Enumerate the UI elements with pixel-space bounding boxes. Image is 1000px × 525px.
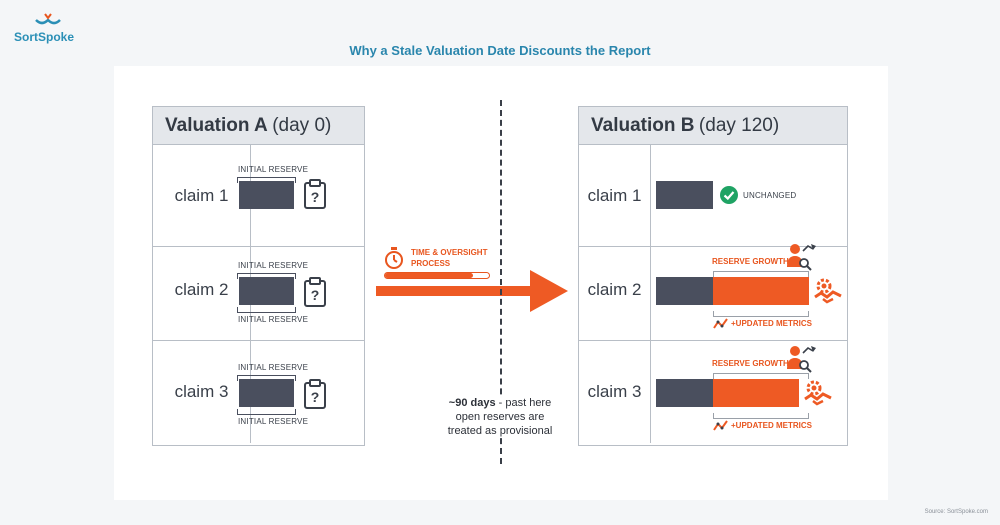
- svg-text:?: ?: [311, 389, 320, 405]
- handshake-gear-icon: [814, 278, 842, 304]
- handshake-gear-icon: [804, 380, 832, 406]
- initial-reserve-label: INITIAL RESERVE: [238, 165, 309, 174]
- valuation-b-subtitle: (day 120): [698, 115, 780, 136]
- claim-label: claim 3: [153, 341, 251, 443]
- checkmark-circle-icon: [720, 186, 738, 204]
- clipboard-question-icon: ?: [304, 179, 326, 209]
- initial-reserve-bar: [239, 181, 294, 209]
- reserve-bracket: [237, 375, 296, 381]
- valuation-b-title: Valuation B: [591, 115, 695, 136]
- clipboard-question-icon: ?: [304, 379, 326, 409]
- transition-arrow: [376, 270, 568, 312]
- valuation-a-title: Valuation A: [165, 115, 268, 136]
- valuation-a-row: claim 1 INITIAL RESERVE ?: [153, 145, 364, 247]
- threshold-note: ~90 days - past here open reserves are t…: [440, 396, 560, 438]
- updated-metrics-label: +UPDATED METRICS: [731, 319, 812, 328]
- person-growth-icon: [787, 244, 816, 271]
- growth-bracket: [713, 373, 809, 379]
- initial-reserve-label: INITIAL RESERVE: [238, 261, 309, 270]
- claim-label: claim 3: [579, 341, 651, 443]
- time-threshold-line: [500, 100, 502, 464]
- reserve-bracket: [237, 273, 296, 279]
- person-growth-icon: [787, 346, 816, 373]
- reserve-bar: [656, 181, 713, 209]
- process-progress-bar: [384, 272, 490, 279]
- valuation-a-row: claim 2 INITIAL RESERVE INITIAL RESERVE …: [153, 239, 364, 341]
- threshold-note-text: treated as provisional: [447, 425, 553, 437]
- reserve-bracket: [237, 177, 296, 183]
- brand-name: SortSpoke: [14, 30, 75, 44]
- valuation-a-header: Valuation A (day 0): [153, 107, 364, 145]
- valuation-a-row: claim 3 INITIAL RESERVE INITIAL RESERVE …: [153, 341, 364, 443]
- clipboard-question-icon: ?: [304, 277, 326, 307]
- svg-text:?: ?: [311, 287, 320, 303]
- initial-reserve-bar: [656, 277, 713, 305]
- stopwatch-icon: [385, 247, 403, 269]
- claim-label: claim 1: [579, 145, 651, 246]
- reserve-growth-bar: [713, 379, 799, 407]
- reserve-growth-label: RESERVE GROWTH: [712, 359, 789, 368]
- claim-label: claim 2: [579, 239, 651, 340]
- reserve-bracket: [237, 409, 296, 415]
- threshold-note-days: ~90 days: [448, 397, 496, 409]
- initial-reserve-bar: [239, 379, 294, 407]
- reserve-bracket: [237, 307, 296, 313]
- valuation-a-subtitle: (day 0): [272, 115, 332, 136]
- source-credit: Source: SortSpoke.com: [924, 509, 988, 515]
- valuation-b-row: claim 1 UNCHANGED: [579, 145, 847, 247]
- reserve-growth-label: RESERVE GROWTH: [712, 257, 789, 266]
- initial-reserve-label: INITIAL RESERVE: [238, 417, 309, 426]
- trend-metrics-icon: [713, 420, 728, 431]
- growth-bracket: [713, 311, 809, 317]
- initial-reserve-label: INITIAL RESERVE: [238, 363, 309, 372]
- growth-bracket: [713, 271, 809, 277]
- valuation-b-row: claim 2 RESERVE GROWTH +UPDATED METRICS: [579, 239, 847, 341]
- threshold-note-text: open reserves are: [455, 411, 545, 423]
- reserve-growth-bar: [713, 277, 809, 305]
- growth-bracket: [713, 413, 809, 419]
- valuation-b-header: Valuation B (day 120): [579, 107, 847, 145]
- updated-metrics-label: +UPDATED METRICS: [731, 421, 812, 430]
- process-label-line2: PROCESS: [411, 259, 451, 268]
- claim-label: claim 2: [153, 239, 251, 340]
- threshold-note-text: - past here: [495, 397, 552, 409]
- valuation-a-table: Valuation A (day 0) claim 1 INITIAL RESE…: [152, 106, 365, 446]
- trend-metrics-icon: [713, 318, 728, 329]
- valuation-b-row: claim 3 RESERVE GROWTH +UPDATED METRICS: [579, 341, 847, 443]
- valuation-b-table: Valuation B (day 120) claim 1 UNCHANGED …: [578, 106, 848, 446]
- svg-text:?: ?: [311, 189, 320, 205]
- initial-reserve-bar: [239, 277, 294, 305]
- page-title: Why a Stale Valuation Date Discounts the…: [349, 43, 651, 58]
- initial-reserve-label: INITIAL RESERVE: [238, 315, 309, 324]
- initial-reserve-bar: [656, 379, 713, 407]
- process-label-line1: TIME & OVERSIGHT: [411, 248, 488, 257]
- bird-logo-icon: [35, 13, 61, 25]
- claim-label: claim 1: [153, 145, 251, 246]
- unchanged-label: UNCHANGED: [743, 191, 797, 200]
- process-progress-fill: [385, 273, 474, 278]
